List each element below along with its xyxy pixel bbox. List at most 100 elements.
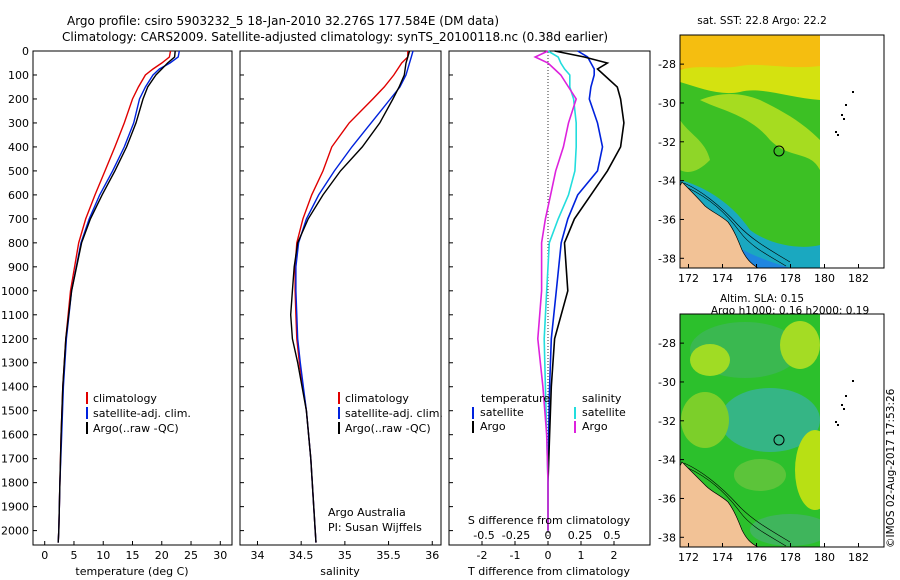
legend-temperature-title: temperature [481, 392, 550, 405]
difference-t-tick-label: 2 [611, 549, 618, 562]
difference-line-1 [547, 50, 625, 531]
salinity-x-axis: 34 34.5 35 35.5 36 [250, 541, 439, 562]
map-lat-label: -34 [658, 175, 676, 188]
depth-tick-label: 200 [8, 93, 29, 106]
legend-argo: Argo(..raw -QC) [93, 422, 179, 435]
depth-tick-label: 2000 [1, 525, 29, 538]
salinity-xlabel: salinity [320, 565, 360, 578]
difference-s-tick-label: 0.5 [603, 529, 621, 542]
salinity-line-2 [289, 50, 411, 543]
temperature-xlabel: temperature (deg C) [75, 565, 188, 578]
sla-map [680, 314, 820, 547]
map-lat-label: -30 [658, 97, 676, 110]
legend-argo: Argo(..raw -QC) [345, 422, 431, 435]
salinity-panel-frame [239, 50, 442, 546]
sla-map-islands [835, 380, 854, 426]
imos-stamp: ©IMOS 02-Aug-2017 17:53:26 [885, 388, 897, 548]
map-lon-label: 182 [848, 551, 869, 564]
sla-map-title1: Altim. SLA: 0.15 [720, 293, 804, 305]
difference-xlabel: T difference from climatology [467, 565, 630, 578]
difference-line-2 [543, 50, 578, 531]
map-lat-label: -28 [658, 337, 676, 350]
depth-tick-label: 500 [8, 165, 29, 178]
depth-tick-label: 1000 [1, 285, 29, 298]
sla-map-axes: 172 174 176 178 180 182 -28 -30 -32 -34 -36 -38 [658, 337, 869, 564]
sst-map-title: sat. SST: 22.8 Argo: 22.2 [697, 15, 827, 27]
temperature-tick-label: 25 [184, 549, 198, 562]
temperature-tick-label: 20 [155, 549, 169, 562]
legend-climatology: climatology [345, 392, 409, 405]
temperature-line-1 [57, 50, 180, 543]
map-lon-label: 182 [848, 272, 869, 285]
map-lon-label: 180 [814, 272, 835, 285]
salinity-tick-label: 34 [250, 549, 264, 562]
difference-s-tick-label: -0.5 [473, 529, 494, 542]
difference-t-tick-label: 0 [545, 549, 552, 562]
credit-argo-australia: Argo Australia [328, 506, 406, 519]
legend-satellite: satellite-adj. clim. [93, 407, 191, 420]
map-lat-label: -28 [658, 58, 676, 71]
depth-tick-label: 600 [8, 189, 29, 202]
sla-map-frame [679, 313, 885, 548]
sst-map-frame [679, 34, 885, 269]
depth-tick-label: 400 [8, 141, 29, 154]
map-lat-label: -34 [658, 454, 676, 467]
legend-t-argo: Argo [480, 420, 506, 433]
argo-position-marker [773, 434, 785, 446]
temperature-x-axis: 0 5 10 15 20 25 30 [41, 541, 227, 562]
legend-s-argo: Argo [582, 420, 608, 433]
salinity-tick-label: 35.5 [376, 549, 401, 562]
depth-tick-label: 1800 [1, 477, 29, 490]
temperature-tick-label: 10 [96, 549, 110, 562]
difference-t-tick-label: -1 [510, 549, 521, 562]
temperature-tick-label: 5 [70, 549, 77, 562]
depth-tick-label: 100 [8, 69, 29, 82]
map-lon-label: 178 [780, 272, 801, 285]
difference-line-3 [533, 50, 578, 531]
difference-series [533, 50, 625, 531]
depth-tick-label: 1200 [1, 333, 29, 346]
legend-climatology: climatology [93, 392, 157, 405]
temperature-tick-label: 15 [126, 549, 140, 562]
map-lat-label: -32 [658, 136, 676, 149]
salinity-tick-label: 34.5 [289, 549, 314, 562]
map-lon-label: 172 [678, 272, 699, 285]
map-lon-label: 176 [746, 272, 767, 285]
depth-tick-label: 1100 [1, 309, 29, 322]
salinity-legend: climatology satellite-adj. clim. Argo(..… [338, 392, 443, 435]
depth-axis: 0 100 200 300 400 500 600 700 800 900 1000 1100 1200… [1, 45, 453, 538]
depth-tick-label: 1300 [1, 357, 29, 370]
depth-tick-label: 1400 [1, 381, 29, 394]
map-lat-label: -38 [658, 252, 676, 265]
depth-tick-label: 900 [8, 261, 29, 274]
map-lon-label: 174 [712, 272, 733, 285]
depth-tick-label: 1700 [1, 453, 29, 466]
map-lat-label: -30 [658, 376, 676, 389]
difference-s-tick-label: -0.25 [502, 529, 530, 542]
legend-salinity-title: salinity [582, 392, 622, 405]
salinity-line-1 [295, 50, 414, 543]
depth-tick-label: 1900 [1, 501, 29, 514]
depth-tick-label: 300 [8, 117, 29, 130]
difference-legend: temperature satellite Argo salinity sate… [472, 392, 626, 433]
map-lon-label: 180 [814, 551, 835, 564]
header-line1: Argo profile: csiro 5903232_5 18-Jan-201… [67, 14, 499, 28]
difference-t-tick-label: -2 [477, 549, 488, 562]
temperature-tick-label: 30 [213, 549, 227, 562]
sst-map-axes: 172 174 176 178 180 182 -28 -30 -32 -34 -36 -38 [658, 58, 869, 285]
temperature-legend: climatology satellite-adj. clim. Argo(..… [86, 392, 191, 435]
sst-map-islands [835, 91, 854, 136]
depth-tick-label: 800 [8, 237, 29, 250]
map-lat-label: -36 [658, 492, 676, 505]
map-lon-label: 172 [678, 551, 699, 564]
difference-panel-frame [448, 50, 651, 546]
salinity-tick-label: 36 [425, 549, 439, 562]
sst-map [680, 35, 820, 268]
salinity-series [289, 50, 414, 543]
temperature-line-0 [57, 50, 172, 543]
salinity-tick-label: 35 [338, 549, 352, 562]
difference-s-tick-label: 0.25 [568, 529, 593, 542]
depth-tick-label: 1500 [1, 405, 29, 418]
map-lat-label: -36 [658, 213, 676, 226]
